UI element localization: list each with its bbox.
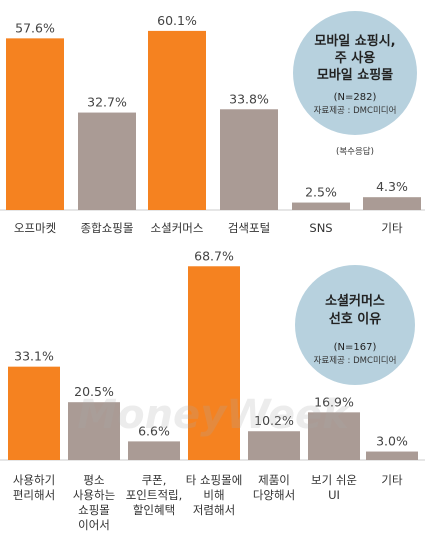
category-label: 보기 쉬운 (311, 473, 357, 487)
data-label: 4.3% (376, 179, 408, 194)
bar (308, 412, 360, 460)
category-label: 쇼핑몰 (78, 503, 110, 517)
bar (6, 38, 64, 210)
category-label: 포인트적립, (126, 488, 183, 502)
category-label: 평소 (83, 473, 104, 487)
data-label: 6.6% (138, 423, 170, 438)
category-label: 할인혜택 (133, 503, 175, 517)
data-label: 33.8% (229, 91, 269, 106)
category-label: 오프마켓 (14, 221, 56, 235)
bar (78, 112, 136, 210)
category-label: 이어서 (78, 518, 110, 532)
bar (292, 202, 350, 210)
category-label: 다양해서 (253, 488, 295, 502)
bubble-source: 자료제공 : DMC미디어 (314, 105, 397, 116)
category-label: 비해 (203, 488, 224, 502)
bar (188, 266, 240, 460)
category-label: 기타 (381, 221, 403, 235)
info-bubble-2 (295, 265, 415, 385)
data-label: 60.1% (157, 13, 197, 28)
bubble-source: 자료제공 : DMC미디어 (314, 355, 397, 366)
category-label: UI (328, 488, 340, 502)
category-label: SNS (309, 221, 332, 235)
data-label: 33.1% (14, 349, 54, 364)
category-label: 편리해서 (13, 488, 55, 502)
data-label: 10.2% (254, 413, 294, 428)
data-label: 3.0% (376, 434, 408, 449)
bubble-title: 주 사용 (335, 50, 375, 66)
bar (68, 402, 120, 460)
bubble-sample-size: (N=167) (334, 342, 377, 353)
data-label: 20.5% (74, 384, 114, 399)
bar (363, 197, 421, 210)
bar (366, 451, 418, 460)
category-label: 소셜커머스 (151, 221, 204, 235)
data-label: 2.5% (305, 185, 337, 200)
category-label: 사용하기 (13, 473, 55, 487)
data-label: 68.7% (194, 248, 234, 263)
category-label: 타 쇼핑몰에 (186, 473, 243, 487)
category-label: 기타 (381, 473, 403, 487)
bubble-title: 선호 이유 (329, 311, 381, 327)
category-label: 제품이 (258, 473, 290, 487)
bubble-sample-size: (N=282) (334, 92, 377, 103)
bubble-title: 모바일 쇼핑몰 (317, 67, 393, 83)
category-label: 종합쇼핑몰 (81, 221, 134, 235)
watermark-logo: MoneyWeek (77, 392, 351, 438)
bubble-title: 소셜커머스 (325, 293, 385, 309)
data-label: 57.6% (15, 20, 55, 35)
bar (148, 30, 206, 210)
multiple-response-note: (복수응답) (336, 146, 374, 157)
data-label: 32.7% (87, 95, 127, 110)
category-label: 저렴해서 (193, 503, 235, 517)
data-label: 16.9% (314, 394, 354, 409)
bubble-title: 모바일 쇼핑시, (314, 33, 395, 49)
bar (128, 441, 180, 460)
bar (220, 109, 278, 210)
category-label: 쿠폰, (142, 473, 167, 487)
bar (8, 366, 60, 460)
category-label: 검색포털 (228, 221, 270, 235)
bar (248, 431, 300, 460)
category-label: 사용하는 (73, 488, 115, 502)
info-bubble-1 (293, 11, 417, 135)
